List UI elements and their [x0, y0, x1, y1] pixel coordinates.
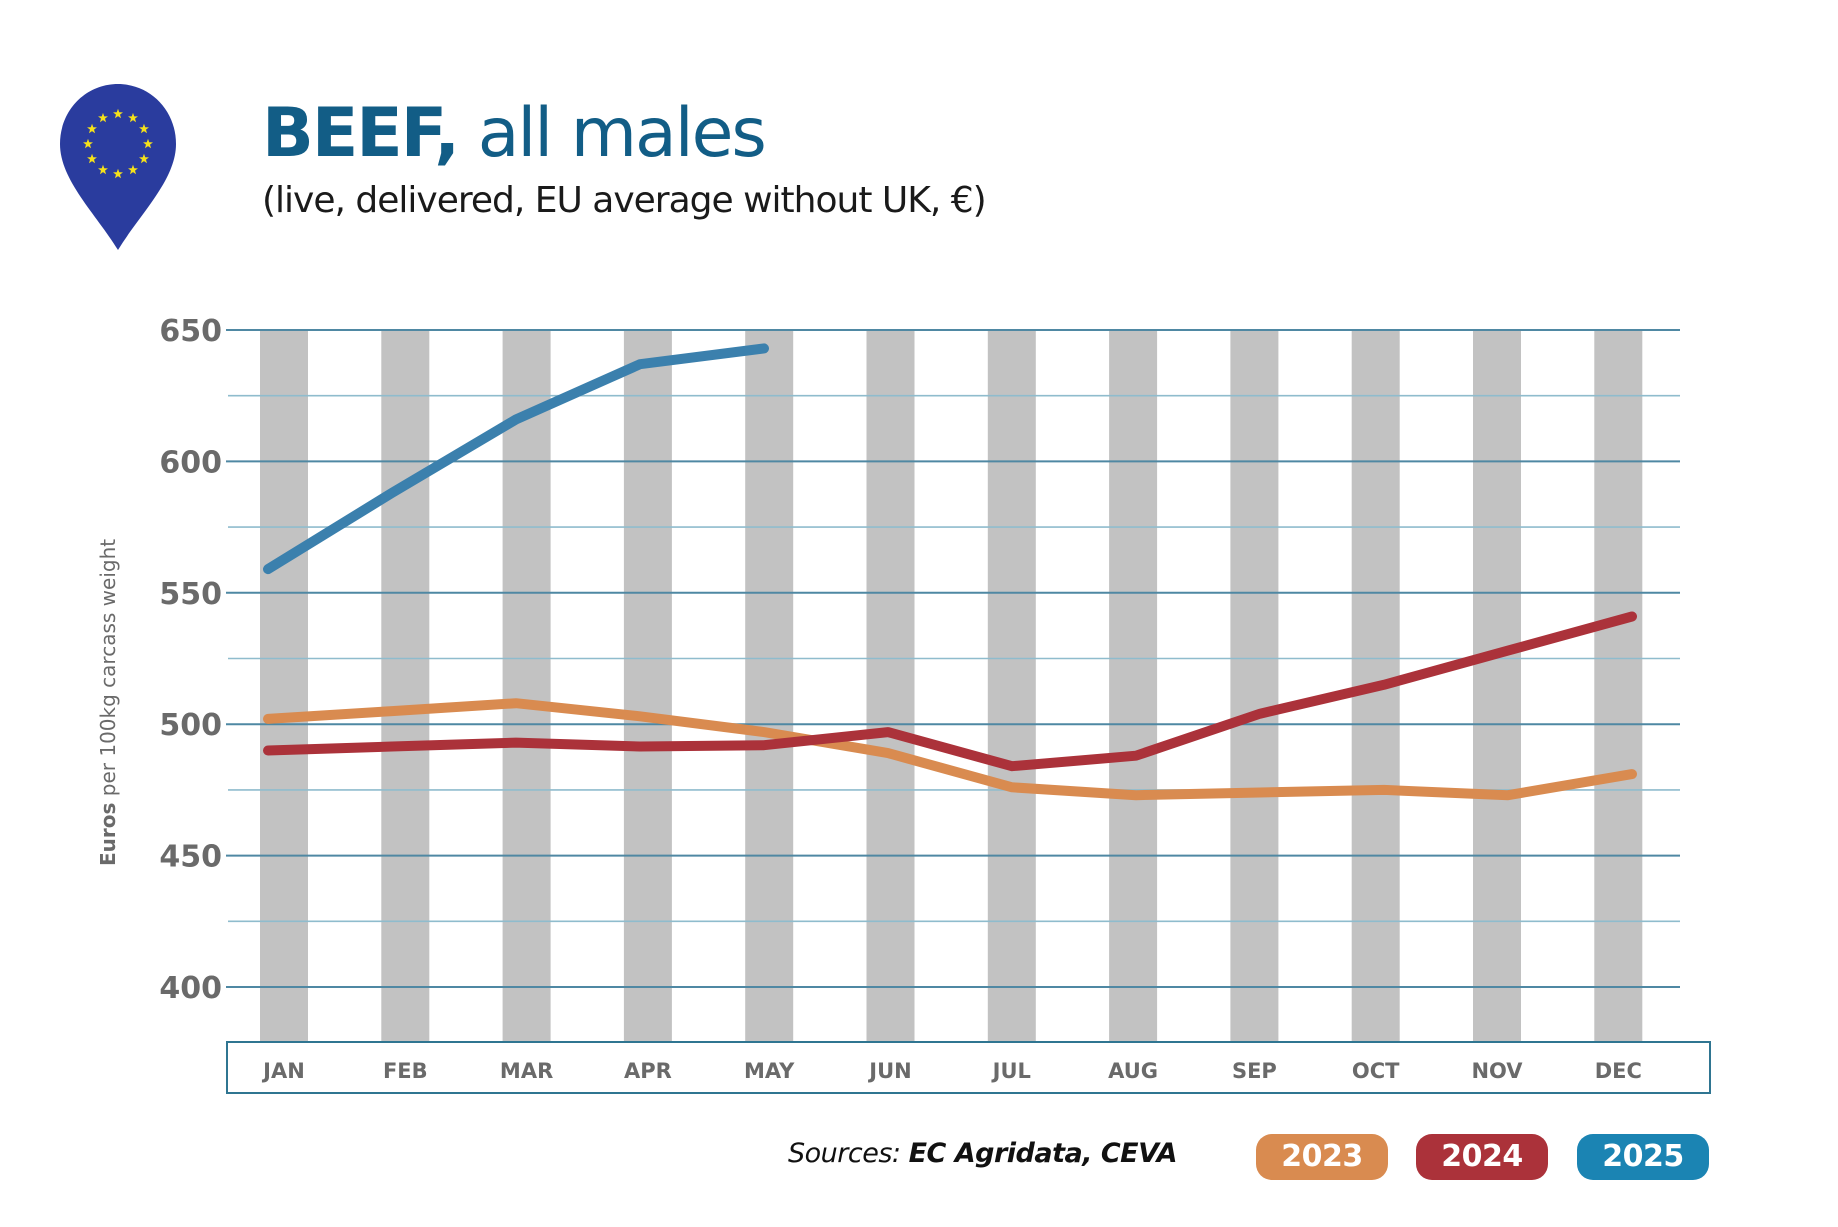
y-tick-label: 450 [159, 840, 222, 875]
month-band [866, 330, 915, 1041]
x-tick-label: NOV [1471, 1059, 1523, 1083]
y-tick-label: 550 [159, 577, 222, 612]
title-rest: all males [458, 94, 767, 173]
y-tick-label: 500 [159, 708, 222, 743]
eu-star-icon [87, 123, 97, 134]
x-tick-label: MAR [500, 1059, 553, 1083]
x-tick-label: JUN [867, 1059, 911, 1083]
month-band [745, 330, 794, 1041]
eu-star-icon [128, 112, 138, 123]
y-tick-label: 400 [159, 971, 222, 1006]
eu-star-icon [128, 164, 138, 175]
eu-star-icon [113, 168, 123, 179]
month-bands [260, 330, 1643, 1041]
eu-star-icon [98, 112, 108, 123]
x-tick-labels: JAN FEB MAR APR MAY JUN JUL AUG SEP OCT NOV DEC [261, 1059, 1642, 1083]
x-tick-label: SEP [1232, 1059, 1277, 1083]
month-band [1594, 330, 1643, 1041]
sources-note: Sources: EC Agridata, CEVA [788, 1138, 1178, 1169]
eu-star-icon [143, 138, 153, 149]
x-tick-label: APR [624, 1059, 672, 1083]
month-band [623, 330, 672, 1041]
chart-subtitle: (live, delivered, EU average without UK,… [262, 180, 987, 221]
chart-title: BEEF, all males [262, 100, 767, 168]
x-tick-label: JAN [261, 1059, 305, 1083]
y-tick-label: 600 [159, 445, 222, 480]
eu-star-icon [87, 153, 97, 164]
x-axis-box [226, 1041, 1711, 1094]
month-band [1109, 330, 1158, 1041]
month-band [1473, 330, 1521, 1041]
x-tick-label: JUL [991, 1059, 1031, 1083]
month-band [381, 330, 430, 1041]
x-tick-label: DEC [1595, 1059, 1642, 1083]
legend-item-2023: 2023 [1256, 1134, 1388, 1180]
sources-value: EC Agridata, CEVA [908, 1138, 1178, 1169]
x-tick-label: AUG [1108, 1059, 1158, 1083]
eu-star-icon [139, 153, 149, 164]
month-band [987, 330, 1036, 1041]
y-tick-labels: 400 450 500 550 600 650 [159, 314, 222, 1006]
x-tick-label: OCT [1352, 1059, 1400, 1083]
eu-flag-map-pin-icon [60, 84, 176, 250]
month-band [260, 330, 308, 1041]
month-band [502, 330, 551, 1041]
series-line-2023 [263, 698, 1637, 801]
legend-item-2024: 2024 [1416, 1134, 1548, 1180]
eu-star-icon [113, 108, 123, 119]
title-bold: BEEF, [262, 94, 460, 173]
series-line-2024 [263, 611, 1637, 772]
month-band [1230, 330, 1279, 1041]
legend-item-2025: 2025 [1577, 1134, 1709, 1180]
y-tick-label: 650 [159, 314, 222, 349]
eu-star-icon [83, 138, 93, 149]
sources-label: Sources: [788, 1138, 909, 1169]
x-tick-label: MAY [744, 1059, 795, 1083]
eu-star-icon [98, 164, 108, 175]
series-lines [263, 343, 1637, 801]
eu-star-icon [139, 123, 149, 134]
x-tick-label: FEB [383, 1059, 428, 1083]
